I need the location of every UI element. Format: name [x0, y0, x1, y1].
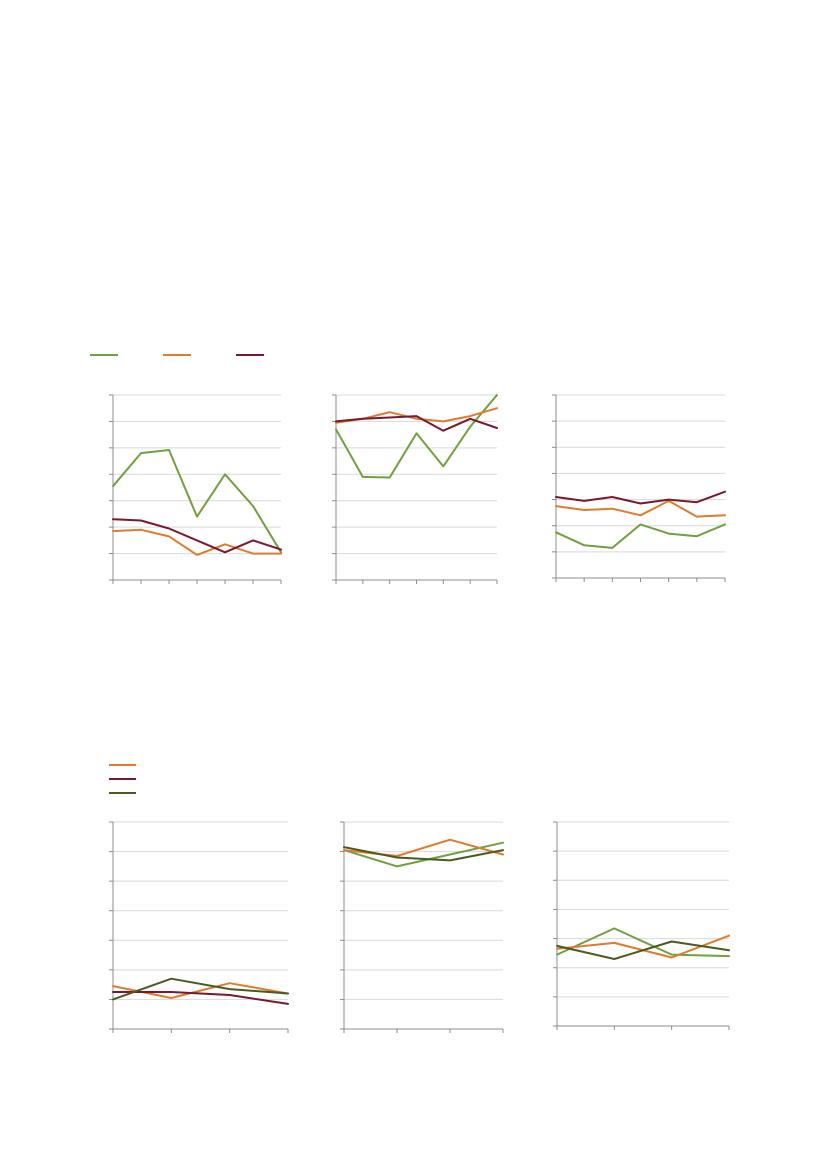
chart-1-series-1-line [112, 449, 282, 554]
chart-2-series-1-line [335, 394, 498, 479]
chart-3-series-1-line [555, 523, 726, 549]
chart-5 [340, 821, 504, 1033]
chart-6-series-1-line [556, 927, 730, 958]
chart-1-series-2-line [112, 528, 282, 556]
chart-2 [332, 394, 498, 584]
charts-container [109, 394, 730, 1033]
chart-6-series-3-line [556, 940, 730, 960]
chart-2-series-3-line [335, 415, 498, 432]
chart-5-series-3-line [343, 846, 504, 862]
chart-3 [552, 394, 726, 582]
chart-3-series-3-line [555, 490, 726, 505]
chart-4-series-2-line [112, 991, 289, 1005]
chart-4 [109, 821, 289, 1033]
chart-3-series-2-line [555, 499, 726, 518]
chart-1-series-3-line [112, 518, 282, 554]
legend-bottom [109, 764, 136, 794]
chart-6 [553, 821, 730, 1030]
chart-4-series-3-line [112, 977, 289, 1001]
chart-5-series-1-line [343, 841, 504, 868]
chart-1 [109, 394, 282, 584]
chart-5-series-2-line [343, 838, 504, 857]
